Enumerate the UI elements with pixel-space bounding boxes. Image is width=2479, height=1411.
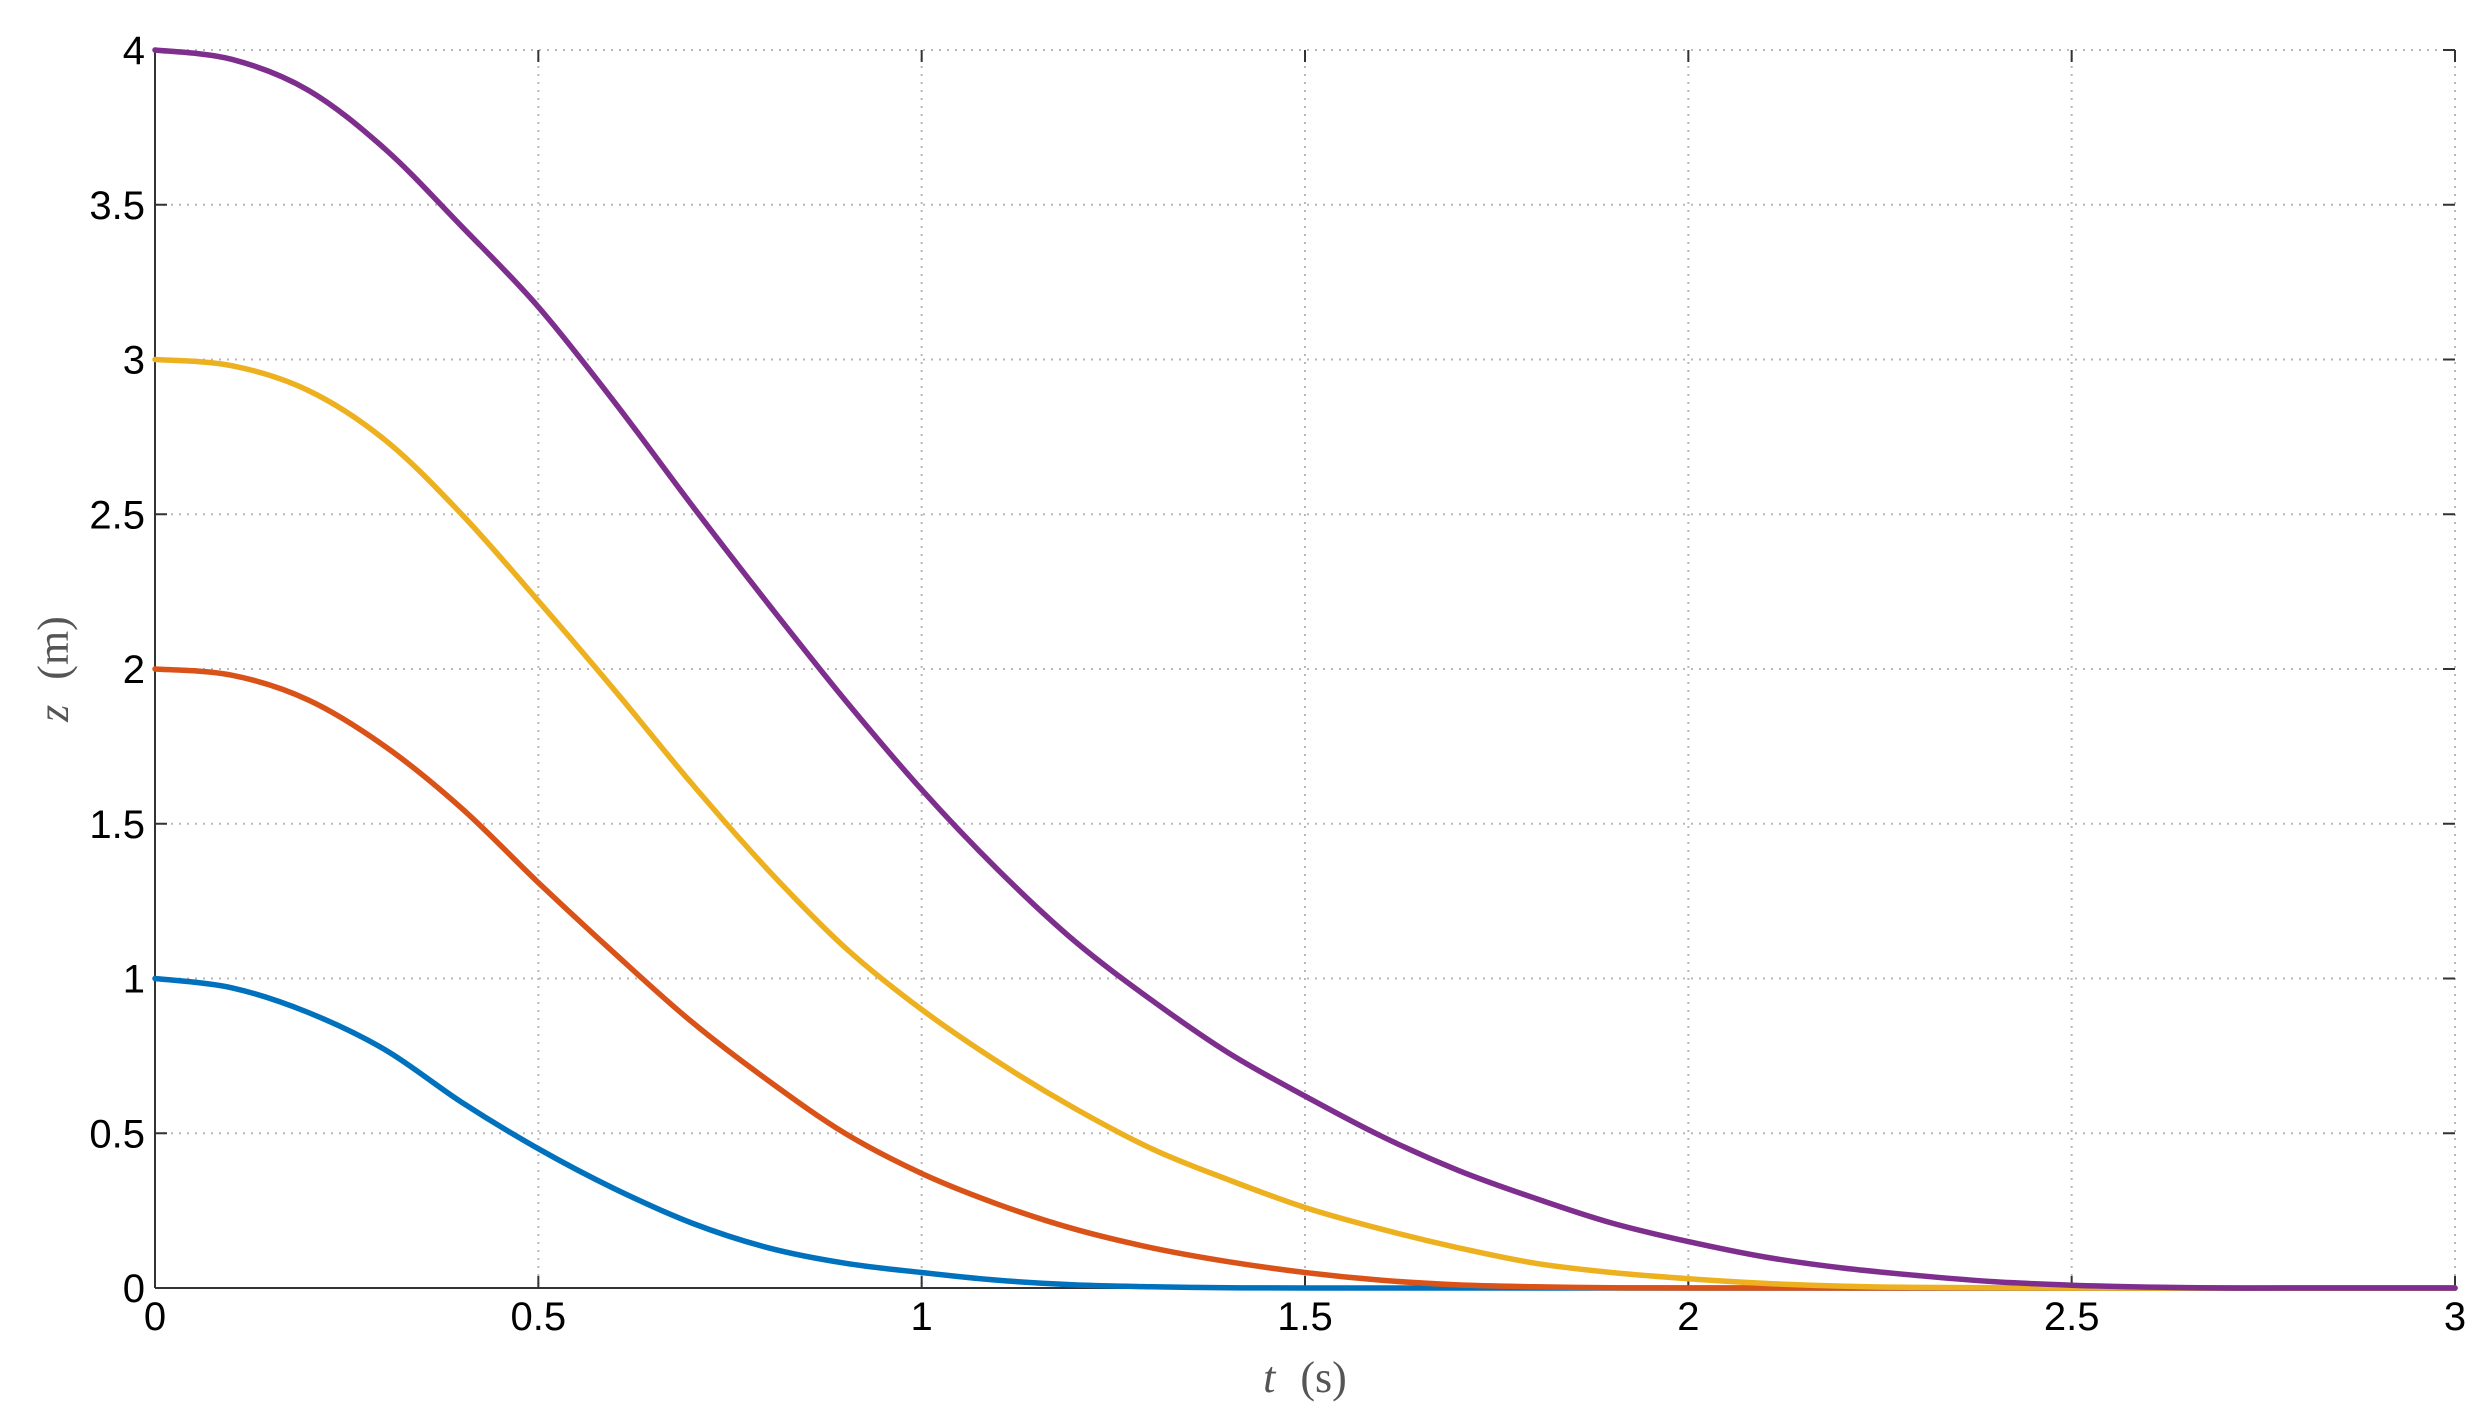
y-tick-label-3: 1.5 [89,803,145,847]
x-tick-label-3: 1.5 [1277,1295,1333,1339]
y-tick-label-0: 0 [123,1267,145,1311]
series-layer [152,47,2458,1291]
y-axis-label: z (m) [29,616,78,723]
grid-layer [155,49,2456,1288]
series-line-3 [152,356,2458,1291]
y-tick-label-6: 3 [123,339,145,383]
x-axis-label: t (s) [1263,1353,1347,1402]
y-axis-label-unit: (m) [29,616,78,680]
y-axis-label-var: z [29,705,78,723]
y-tick-label-2: 1 [123,958,145,1002]
y-tick-label-5: 2.5 [89,493,145,537]
x-tick-label-1: 0.5 [511,1295,567,1339]
x-tick-label-5: 2.5 [2044,1295,2100,1339]
series-line-2 [152,666,2458,1291]
x-tick-label-0: 0 [144,1295,166,1339]
x-tick-label-4: 2 [1677,1295,1699,1339]
x-axis-label-unit: (s) [1300,1353,1346,1402]
y-tick-label-1: 0.5 [89,1112,145,1156]
tick-label-layer: 0 0.5 1 1.5 2 2.5 3 0 0.5 1 1.5 2 2.5 3 3.5 4 [89,29,2466,1339]
x-tick-label-6: 3 [2444,1295,2466,1339]
y-tick-label-8: 4 [123,29,145,73]
y-tick-label-4: 2 [123,648,145,692]
x-axis-label-var: t [1263,1353,1277,1402]
y-tick-label-7: 3.5 [89,184,145,228]
series-line-4 [152,47,2458,1291]
x-tick-label-2: 1 [911,1295,933,1339]
